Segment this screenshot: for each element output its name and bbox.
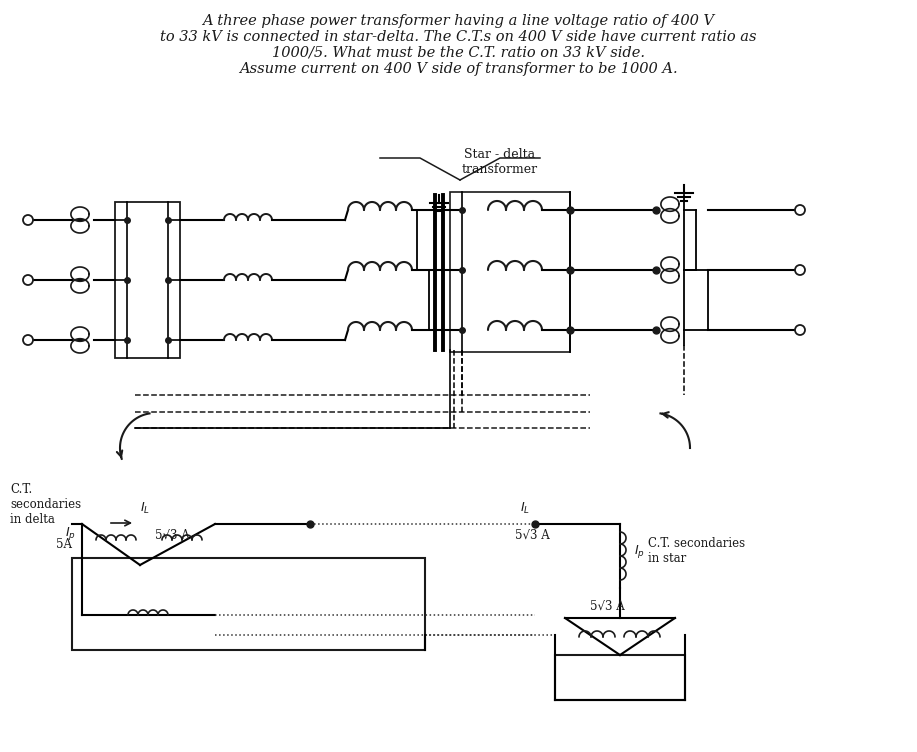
Text: 5√3 A: 5√3 A (590, 600, 624, 613)
Circle shape (795, 325, 805, 335)
Text: $I_L$: $I_L$ (140, 501, 150, 516)
Bar (555, 655, 685, 700)
Text: $I_p$: $I_p$ (65, 526, 76, 542)
Text: Assume current on 400 V side of transformer to be 1000 A.: Assume current on 400 V side of transfor… (238, 62, 678, 76)
Circle shape (23, 335, 33, 345)
Text: C.T. secondaries
in star: C.T. secondaries in star (648, 537, 746, 565)
Bar (72, 558, 425, 650)
Bar (115, 202, 180, 358)
Text: 1000/5. What must be the C.T. ratio on 33 kV side.: 1000/5. What must be the C.T. ratio on 3… (271, 46, 645, 60)
Text: A three phase power transformer having a line voltage ratio of 400 V: A three phase power transformer having a… (202, 14, 714, 28)
Text: $I_L$: $I_L$ (520, 501, 530, 516)
Circle shape (795, 265, 805, 275)
Circle shape (795, 205, 805, 215)
Bar (450, 192, 570, 352)
Text: C.T.
secondaries
in delta: C.T. secondaries in delta (10, 483, 81, 526)
Text: 5√3 A: 5√3 A (155, 529, 190, 542)
Text: $I_p$: $I_p$ (634, 542, 645, 559)
Text: 5A: 5A (56, 538, 72, 551)
Text: Star - delta
transformer: Star - delta transformer (462, 148, 538, 176)
Text: to 33 kV is connected in star-delta. The C.T.s on 400 V side have current ratio : to 33 kV is connected in star-delta. The… (160, 30, 757, 44)
Circle shape (23, 275, 33, 285)
Circle shape (23, 215, 33, 225)
Text: 5√3 A: 5√3 A (515, 529, 550, 542)
